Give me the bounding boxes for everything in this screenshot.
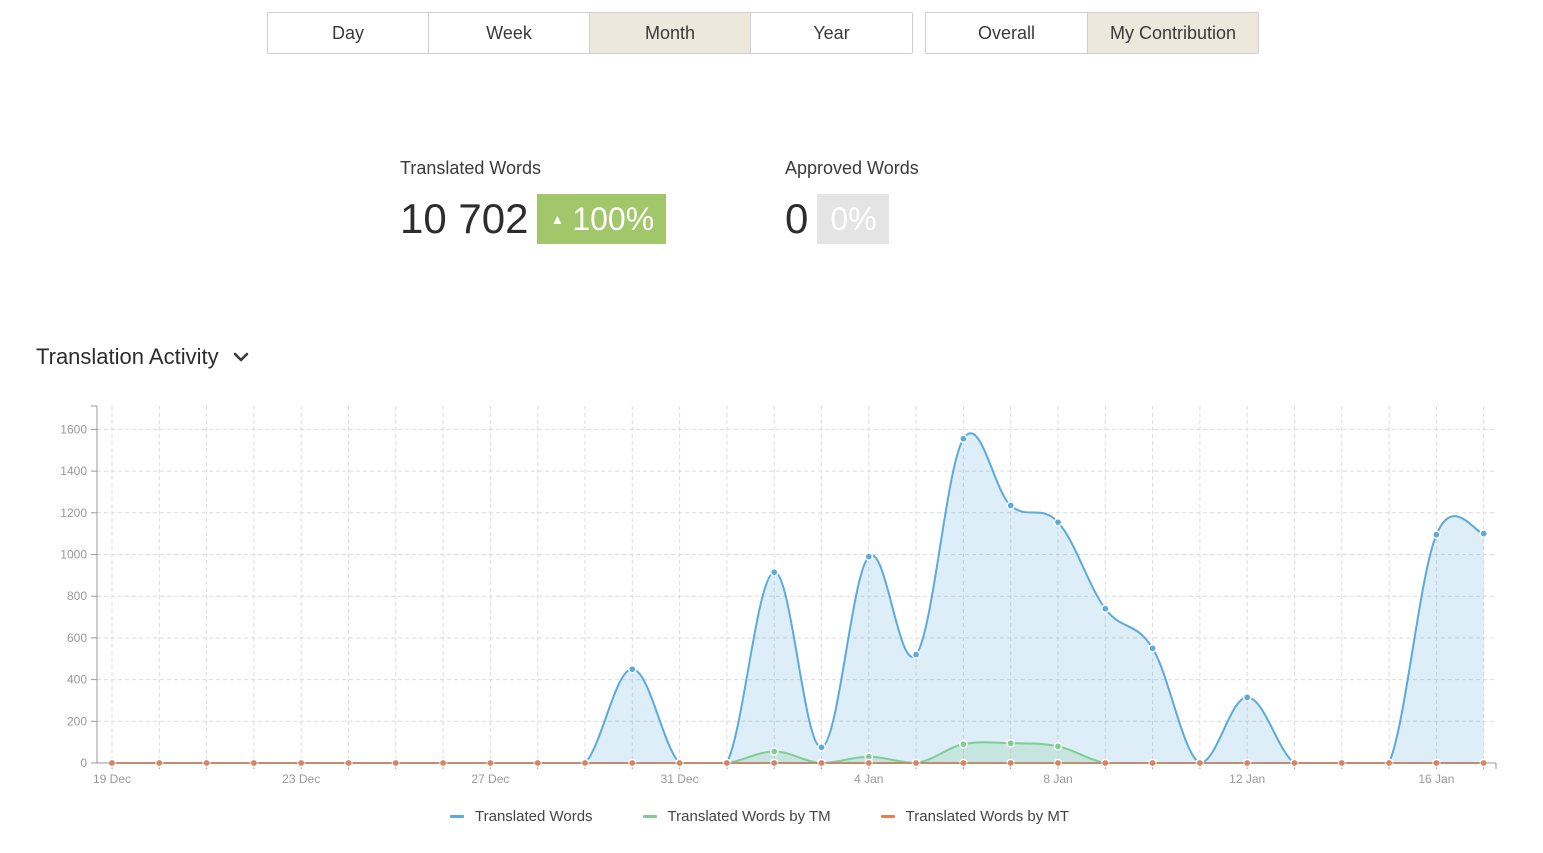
legend-label: Translated Words by MT	[905, 808, 1070, 825]
data-point-translated-words	[911, 650, 921, 659]
legend-translated-words[interactable]: Translated Words	[450, 808, 593, 825]
tab-week[interactable]: Week	[429, 13, 590, 53]
data-point-translated-words-tm	[1053, 741, 1063, 751]
tab-year[interactable]: Year	[751, 13, 912, 53]
legend-translated-words-tm[interactable]: Translated Words by TM	[642, 808, 831, 825]
y-tick-label: 1600	[60, 422, 87, 436]
chevron-down-icon	[233, 352, 248, 362]
y-tick-label: 400	[67, 673, 87, 687]
approved-words-change: 0%	[830, 201, 877, 237]
legend-swatch-tm	[642, 815, 657, 818]
chart-legend: Translated Words Translated Words by TM …	[450, 808, 1069, 825]
data-point-translated-words	[864, 552, 874, 561]
approved-words-label: Approved Words	[785, 158, 919, 178]
x-tick-label: 23 Dec	[282, 772, 320, 786]
x-tick-label: 4 Jan	[854, 772, 883, 786]
translated-words-stat: Translated Words 10 702 ▲ 100%	[400, 156, 667, 244]
tab-overall[interactable]: Overall	[926, 13, 1088, 53]
data-point-translated-words	[1006, 501, 1016, 510]
data-point-translated-words	[627, 664, 637, 674]
data-point-translated-words	[1100, 604, 1110, 614]
legend-swatch-translated	[450, 815, 464, 818]
x-tick-label: 27 Dec	[471, 772, 509, 786]
translated-words-label: Translated Words	[400, 158, 542, 178]
y-tick-label: 200	[67, 714, 87, 728]
legend-label: Translated Words	[475, 808, 593, 825]
x-tick-label: 12 Jan	[1229, 772, 1265, 786]
tab-my-contribution[interactable]: My Contribution	[1088, 13, 1258, 53]
x-tick-label: 8 Jan	[1043, 772, 1072, 786]
translation-activity-chart: 0 200 400 600 800 1000 1200 1400 1600 19 Dec 23 De…	[60, 405, 1497, 786]
arrow-up-icon: ▲	[550, 211, 565, 227]
data-point-translated-words	[1242, 692, 1252, 702]
y-tick-label: 1000	[60, 548, 87, 562]
translated-words-change-badge: ▲ 100%	[537, 194, 667, 244]
period-selector: Day Week Month Year	[267, 12, 913, 54]
translated-words-value: 10 702	[400, 195, 529, 242]
y-tick-label: 600	[67, 631, 87, 645]
y-tick-label: 800	[67, 589, 87, 603]
data-point-translated-words	[817, 743, 826, 752]
approved-words-value: 0	[785, 195, 809, 242]
translated-words-change: 100%	[572, 201, 655, 237]
series-area-translated-words	[112, 433, 1484, 763]
data-point-translated-words	[1148, 643, 1157, 653]
x-tick-label: 19 Dec	[93, 772, 131, 786]
data-point-translated-words	[1432, 530, 1441, 540]
legend-label: Translated Words by TM	[667, 808, 831, 825]
data-point-translated-words-tm	[769, 747, 779, 756]
scope-selector: Overall My Contribution	[925, 12, 1259, 54]
data-point-translated-words-tm	[1006, 738, 1016, 748]
data-point-translated-words	[1053, 517, 1063, 527]
data-point-translated-words-tm	[959, 739, 968, 749]
tab-month[interactable]: Month	[590, 13, 751, 53]
data-point-translated-words	[769, 567, 779, 577]
y-tick-label: 1200	[60, 506, 87, 520]
x-tick-label: 31 Dec	[661, 772, 699, 786]
approved-words-stat: Approved Words 0 0%	[785, 156, 919, 244]
y-tick-label: 0	[80, 756, 87, 770]
section-title: Translation Activity	[36, 344, 219, 369]
series-area-translated-words-tm	[112, 742, 1484, 763]
y-tick-label: 1400	[60, 464, 87, 478]
legend-translated-words-mt[interactable]: Translated Words by MT	[880, 808, 1070, 825]
data-point-translated-words	[1479, 529, 1489, 539]
legend-swatch-mt	[880, 815, 895, 818]
tab-day[interactable]: Day	[268, 13, 429, 53]
x-tick-label: 16 Jan	[1418, 772, 1454, 786]
translation-activity-toggle[interactable]: Translation Activity	[36, 344, 249, 370]
data-point-translated-words	[959, 434, 968, 444]
approved-words-change-badge: 0%	[817, 194, 889, 244]
